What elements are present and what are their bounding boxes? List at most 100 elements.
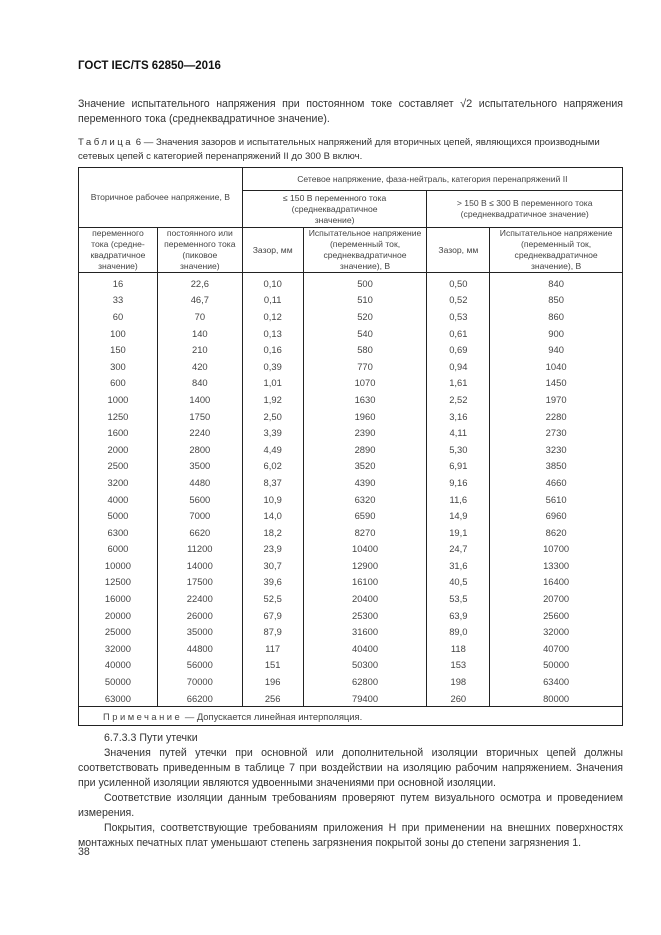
table-cell: 840 xyxy=(489,272,623,292)
table-cell: 63000 xyxy=(78,689,158,707)
table-cell: 11,6 xyxy=(426,490,491,508)
table-cell: 12900 xyxy=(302,557,428,574)
table-cell: 50000 xyxy=(489,656,623,674)
table-cell: 1,92 xyxy=(241,391,304,408)
table-cell: 118 xyxy=(426,640,491,657)
table-cell: 50000 xyxy=(78,673,158,690)
table-cell: 19,1 xyxy=(426,523,491,541)
header-test-voltage-low: Испытательное напряжение (переменный ток… xyxy=(302,227,428,273)
table-cell: 3200 xyxy=(78,474,158,491)
section-paragraph: Покрытия, соответствующие требованиям пр… xyxy=(78,822,623,849)
table-cell: 1750 xyxy=(156,407,243,425)
table-row: 5000 7000 14,0 6590 14,9 6960 xyxy=(78,507,623,524)
table-cell: 2390 xyxy=(302,424,428,441)
table-row: 3200 4480 8,37 4390 9,16 4660 xyxy=(78,474,623,491)
table-cell: 16000 xyxy=(78,590,158,607)
intro-text-before: Значение испытательного напряжения при п… xyxy=(78,98,454,110)
table-row: 150 210 0,16 580 0,69 940 xyxy=(78,341,623,358)
table-row: 40000 56000 151 50300 153 50000 xyxy=(78,656,623,674)
table-cell: 4660 xyxy=(489,474,623,491)
table-cell: 9,16 xyxy=(426,474,491,491)
table-row: 25000 35000 87,9 31600 89,0 32000 xyxy=(78,623,623,641)
table-row: 6000 11200 23,9 10400 24,7 10700 xyxy=(78,540,623,558)
table-cell: 150 xyxy=(78,341,158,358)
table-cell: 6300 xyxy=(78,523,158,541)
table-cell: 151 xyxy=(241,656,304,674)
table-cell: 850 xyxy=(489,291,623,309)
table-cell: 117 xyxy=(241,640,304,657)
table-cell: 14000 xyxy=(156,557,243,574)
table-cell: 2,52 xyxy=(426,391,491,408)
table-row: 6300 6620 18,2 8270 19,1 8620 xyxy=(78,523,623,541)
table-cell: 32000 xyxy=(78,640,158,657)
table-cell: 6620 xyxy=(156,523,243,541)
table-cell: 900 xyxy=(489,324,623,342)
table-cell: 4000 xyxy=(78,490,158,508)
note-text: — Допускается линейная интерполяция. xyxy=(184,710,363,722)
table-cell: 860 xyxy=(489,308,623,325)
table-caption-label: Таблица xyxy=(78,137,134,148)
table-row: 60 70 0,12 520 0,53 860 xyxy=(78,308,623,325)
table-cell: 1630 xyxy=(302,391,428,408)
table-cell: 10400 xyxy=(302,540,428,558)
table-cell: 3,39 xyxy=(241,424,304,441)
table-cell: 12500 xyxy=(78,573,158,591)
table-cell: 50300 xyxy=(302,656,428,674)
table-cell: 13300 xyxy=(489,557,623,574)
table-row: 600 840 1,01 1070 1,61 1450 xyxy=(78,374,623,392)
table-cell: 3230 xyxy=(489,440,623,458)
table-cell: 420 xyxy=(156,357,243,375)
table-cell: 30,7 xyxy=(241,557,304,574)
table-cell: 7000 xyxy=(156,507,243,524)
table-cell: 63,9 xyxy=(426,606,491,624)
table-cell: 46,7 xyxy=(156,291,243,309)
section-title: 6.7.3.3 Пути утечки xyxy=(104,732,198,744)
table-row: 63000 66200 256 79400 260 80000 xyxy=(78,689,623,707)
table-cell: 40700 xyxy=(489,640,623,657)
header-dc-peak: постоянного или переменного тока (пиково… xyxy=(156,227,243,273)
table-cell: 0,13 xyxy=(241,324,304,342)
table-cell: 3850 xyxy=(489,457,623,475)
table-cell: 0,94 xyxy=(426,357,491,375)
table-cell: 520 xyxy=(302,308,428,325)
table-cell: 3500 xyxy=(156,457,243,475)
header-low-range: ≤ 150 В переменного тока (среднеквадрати… xyxy=(241,190,428,228)
table-cell: 32000 xyxy=(489,623,623,641)
table-row: 16 22,6 0,10 500 0,50 840 xyxy=(78,272,623,292)
table-cell: 20000 xyxy=(78,606,158,624)
table-cell: 256 xyxy=(241,689,304,707)
table-cell: 0,61 xyxy=(426,324,491,342)
table-cell: 26000 xyxy=(156,606,243,624)
table-cell: 23,9 xyxy=(241,540,304,558)
table-cell: 10000 xyxy=(78,557,158,574)
header-high-range: > 150 В ≤ 300 В переменного тока (средне… xyxy=(426,190,623,228)
document-header: ГОСТ IEC/TS 62850—2016 xyxy=(78,60,221,72)
table-cell: 25000 xyxy=(78,623,158,641)
table-cell: 6,91 xyxy=(426,457,491,475)
table-cell: 10700 xyxy=(489,540,623,558)
table-cell: 3,16 xyxy=(426,407,491,425)
table-cell: 1450 xyxy=(489,374,623,392)
table-row: 100 140 0,13 540 0,61 900 xyxy=(78,324,623,342)
table-cell: 79400 xyxy=(302,689,428,707)
table-cell: 1250 xyxy=(78,407,158,425)
table-cell: 87,9 xyxy=(241,623,304,641)
header-mains-voltage: Сетевое напряжение, фаза-нейтраль, катег… xyxy=(241,167,624,191)
table-cell: 5000 xyxy=(78,507,158,524)
table-cell: 1040 xyxy=(489,357,623,375)
table-cell: 3520 xyxy=(302,457,428,475)
table-row: 33 46,7 0,11 510 0,52 850 xyxy=(78,291,623,309)
table-cell: 6000 xyxy=(78,540,158,558)
table-cell: 0,10 xyxy=(241,272,304,292)
table-cell: 25600 xyxy=(489,606,623,624)
table-cell: 56000 xyxy=(156,656,243,674)
table-cell: 500 xyxy=(302,272,428,292)
table-cell: 70 xyxy=(156,308,243,325)
table-row: 300 420 0,39 770 0,94 1040 xyxy=(78,357,623,375)
table-cell: 2800 xyxy=(156,440,243,458)
table-cell: 196 xyxy=(241,673,304,690)
table-cell: 0,16 xyxy=(241,341,304,358)
table-cell: 100 xyxy=(78,324,158,342)
sqrt2-symbol: √2 xyxy=(460,98,473,110)
table-cell: 6320 xyxy=(302,490,428,508)
